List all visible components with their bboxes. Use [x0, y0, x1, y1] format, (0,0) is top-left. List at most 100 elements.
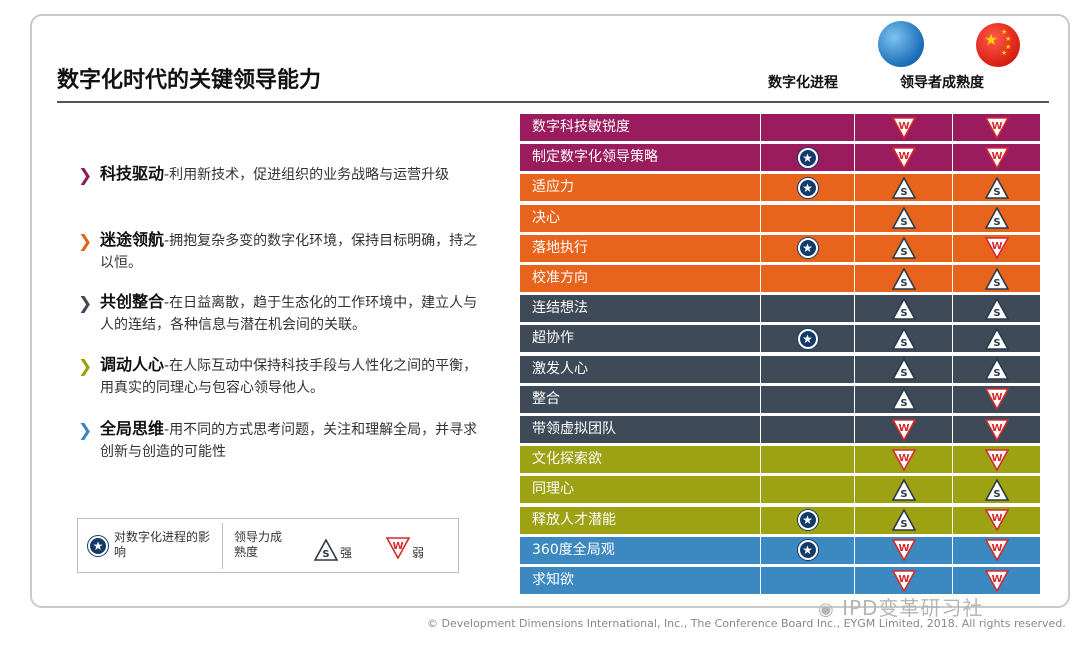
grid-row: 决心 S S — [520, 204, 1040, 232]
bullet-head: 共创整合 — [100, 292, 165, 311]
globe-icon — [878, 21, 924, 67]
china-maturity-cell: S — [953, 204, 1040, 232]
china-maturity-cell: S — [953, 476, 1040, 504]
svg-text:S: S — [993, 489, 1000, 500]
column-header-digital: 数字化进程 — [768, 75, 838, 91]
strong-triangle-icon: S — [984, 207, 1009, 229]
strong-triangle-icon: S — [891, 509, 916, 531]
china-maturity-cell: W — [953, 416, 1040, 443]
weak-triangle-icon: W — [891, 418, 916, 441]
row-label: 连结想法 — [520, 295, 760, 323]
chevron-right-icon: ❯ — [78, 232, 93, 252]
row-label: 整合 — [520, 385, 760, 413]
row-label: 文化探索欲 — [520, 446, 760, 474]
strong-triangle-icon: S — [891, 327, 916, 350]
row-label: 落地执行 — [520, 234, 760, 262]
grid-row: 文化探索欲 W W — [520, 446, 1040, 474]
column-header-maturity: 领导者成熟度 — [900, 75, 984, 91]
bullet-head: 调动人心 — [100, 355, 165, 374]
svg-text:W: W — [991, 574, 1002, 585]
svg-text:W: W — [898, 121, 909, 132]
digital-impact-cell — [761, 355, 854, 383]
star-badge-icon: ★ — [797, 328, 818, 349]
svg-text:S: S — [900, 217, 907, 228]
global-maturity-cell: S — [855, 204, 952, 232]
strong-triangle-icon: S — [891, 388, 916, 411]
legend-weak-label: 弱 — [412, 546, 425, 560]
legend-maturity-text: 领导力成熟度 — [234, 530, 283, 559]
china-maturity-cell: S — [953, 355, 1040, 383]
svg-text:S: S — [900, 338, 907, 349]
svg-text:S: S — [993, 278, 1000, 289]
row-label: 适应力 — [520, 174, 760, 202]
weak-triangle-icon: W — [984, 448, 1009, 471]
global-maturity-cell: S — [855, 234, 952, 262]
grid-row: 激发人心 S S — [520, 355, 1040, 383]
svg-text:W: W — [991, 392, 1002, 403]
strong-triangle-icon: S — [984, 297, 1009, 320]
strong-triangle-icon: S — [984, 327, 1009, 350]
star-badge-icon: ★ — [797, 147, 818, 168]
china-maturity-cell: S — [953, 295, 1040, 323]
svg-text:S: S — [993, 368, 1000, 379]
grid-row: 360度全局观 ★ W W — [520, 536, 1040, 564]
china-maturity-cell: W — [953, 567, 1040, 594]
bullet-integrate: ❯ 共创整合-在日益离散，趋于生态化的工作环境中，建立人与人的连结，各种信息与潜… — [78, 291, 488, 336]
legend-impact-text: 对数字化进程的影响 — [114, 530, 211, 559]
bullet-tech-driven: ❯ 科技驱动-利用新技术，促进组织的业务战略与运营升级 — [78, 163, 488, 186]
row-label: 同理心 — [520, 476, 760, 504]
global-maturity-cell: S — [855, 325, 952, 353]
digital-impact-cell — [761, 295, 854, 323]
bullet-navigate: ❯ 迷途领航-拥抱复杂多变的数字化环境，保持目标明确，持之以恒。 — [78, 229, 488, 274]
global-maturity-cell: W — [855, 567, 952, 594]
grid-row: 连结想法 S S — [520, 295, 1040, 323]
legend-strong-label: 强 — [340, 546, 353, 560]
china-maturity-cell: W — [953, 385, 1040, 413]
svg-text:W: W — [991, 513, 1002, 524]
wechat-icon: ◉ — [818, 599, 835, 620]
weak-triangle-icon: W — [891, 539, 916, 562]
digital-impact-cell — [761, 476, 854, 504]
strong-triangle-icon: S — [314, 539, 338, 561]
chevron-right-icon: ❯ — [78, 357, 93, 377]
digital-impact-cell — [761, 416, 854, 443]
page-title: 数字化时代的关键领导能力 — [57, 68, 322, 93]
weak-triangle-icon: W — [984, 116, 1009, 139]
global-maturity-cell: W — [855, 446, 952, 474]
copyright-footer: © Development Dimensions International, … — [427, 617, 1066, 630]
svg-text:S: S — [993, 338, 1000, 349]
row-label: 超协作 — [520, 325, 760, 353]
digital-impact-cell: ★ — [761, 144, 854, 172]
grid-row: 带领虚拟团队 W W — [520, 416, 1040, 443]
digital-impact-cell — [761, 265, 854, 292]
digital-impact-cell — [761, 567, 854, 594]
svg-text:W: W — [991, 241, 1002, 252]
svg-text:W: W — [991, 423, 1002, 434]
bullet-head: 全局思维 — [100, 419, 165, 438]
grid-row: 超协作 ★ S S — [520, 325, 1040, 353]
strong-triangle-icon: S — [891, 176, 916, 199]
bullet-head: 科技驱动 — [100, 164, 165, 183]
legend-box: ★ 对数字化进程的影响 领导力成熟度 S 强 W 弱 — [77, 518, 459, 573]
bullet-global-thinking: ❯ 全局思维-用不同的方式思考问题，关注和理解全局，并寻求创新与创造的可能性 — [78, 418, 488, 463]
china-maturity-cell: W — [953, 506, 1040, 534]
svg-text:W: W — [898, 453, 909, 464]
svg-text:S: S — [900, 278, 907, 289]
grid-row: 整合 S W — [520, 385, 1040, 413]
grid-row: 同理心 S S — [520, 476, 1040, 504]
grid-row: 适应力 ★ S S — [520, 174, 1040, 202]
bullet-text: -拥抱复杂多变的数字化环境，保持目标明确，持之以恒。 — [100, 233, 478, 271]
row-label: 校准方向 — [520, 265, 760, 292]
china-maturity-cell: W — [953, 446, 1040, 474]
watermark-text: IPD变革研习社 — [842, 596, 984, 620]
header-divider — [57, 101, 1049, 103]
china-maturity-cell: W — [953, 144, 1040, 172]
china-maturity-cell: W — [953, 536, 1040, 564]
digital-impact-cell: ★ — [761, 174, 854, 202]
china-maturity-cell: W — [953, 234, 1040, 262]
weak-triangle-icon: W — [386, 537, 410, 559]
strong-triangle-icon: S — [891, 297, 916, 320]
global-maturity-cell: S — [855, 174, 952, 202]
weak-triangle-icon: W — [984, 237, 1009, 260]
bullet-inspire: ❯ 调动人心-在人际互动中保持科技手段与人性化之间的平衡，用真实的同理心与包容心… — [78, 354, 488, 399]
